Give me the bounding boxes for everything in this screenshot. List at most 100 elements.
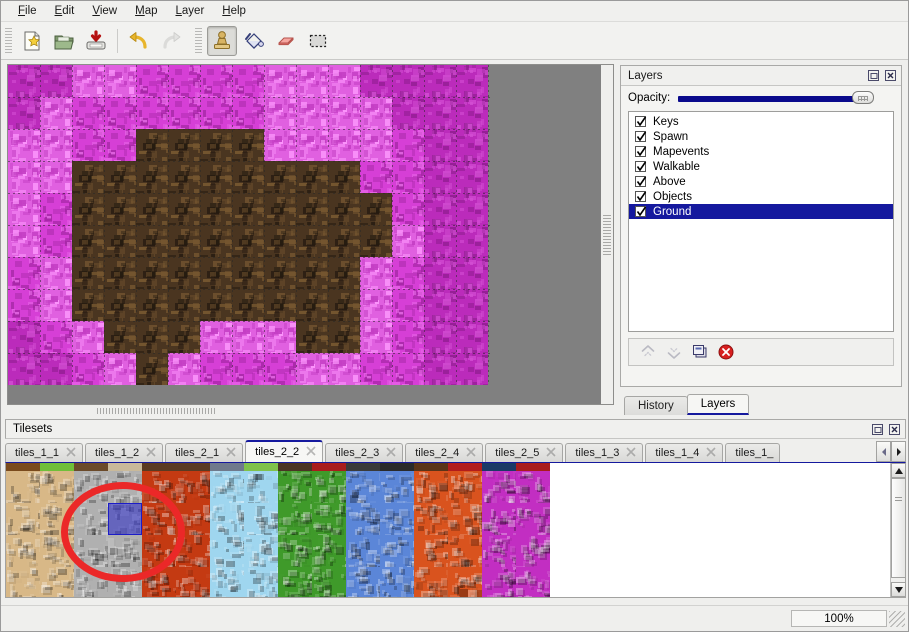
- map-tile[interactable]: [72, 257, 104, 289]
- map-tile[interactable]: [40, 65, 72, 97]
- map-tile[interactable]: [72, 225, 104, 257]
- resize-grip-icon[interactable]: [889, 610, 905, 627]
- map-tile[interactable]: [424, 65, 456, 97]
- map-tile[interactable]: [328, 129, 360, 161]
- layer-visibility-checkbox[interactable]: [635, 176, 647, 187]
- map-tile[interactable]: [72, 321, 104, 353]
- map-tile[interactable]: [328, 65, 360, 97]
- layer-visibility-checkbox[interactable]: [635, 131, 647, 142]
- map-tile[interactable]: [104, 129, 136, 161]
- map-tile[interactable]: [104, 193, 136, 225]
- map-tile[interactable]: [8, 321, 40, 353]
- palette-tile[interactable]: [482, 463, 516, 471]
- palette-tile[interactable]: [210, 535, 244, 567]
- palette-tile[interactable]: [6, 471, 40, 503]
- palette-tile[interactable]: [40, 463, 74, 471]
- map-tile[interactable]: [168, 193, 200, 225]
- layer-row[interactable]: Ground: [629, 204, 893, 219]
- map-tile[interactable]: [200, 225, 232, 257]
- map-tile[interactable]: [360, 225, 392, 257]
- palette-tile[interactable]: [312, 503, 346, 535]
- palette-tile[interactable]: [74, 463, 108, 471]
- palette-tile[interactable]: [448, 503, 482, 535]
- map-tile[interactable]: [136, 225, 168, 257]
- map-tile[interactable]: [296, 161, 328, 193]
- map-tile[interactable]: [360, 97, 392, 129]
- map-tile[interactable]: [40, 257, 72, 289]
- map-tile[interactable]: [424, 97, 456, 129]
- palette-tile[interactable]: [244, 535, 278, 567]
- map-tile[interactable]: [296, 321, 328, 353]
- map-tile[interactable]: [424, 129, 456, 161]
- layer-visibility-checkbox[interactable]: [635, 206, 647, 217]
- map-tile[interactable]: [456, 129, 488, 161]
- map-tile[interactable]: [296, 97, 328, 129]
- palette-tile[interactable]: [210, 471, 244, 503]
- map-tile[interactable]: [392, 321, 424, 353]
- map-tile[interactable]: [40, 161, 72, 193]
- map-tile[interactable]: [104, 65, 136, 97]
- map-tile[interactable]: [264, 225, 296, 257]
- tileset-tab-close-icon[interactable]: [66, 446, 76, 460]
- menu-item-file[interactable]: File: [18, 5, 37, 17]
- map-tile[interactable]: [296, 289, 328, 321]
- layer-visibility-checkbox[interactable]: [635, 161, 647, 172]
- map-tile[interactable]: [392, 97, 424, 129]
- map-tile[interactable]: [8, 65, 40, 97]
- palette-tile[interactable]: [312, 463, 346, 471]
- map-tile[interactable]: [72, 65, 104, 97]
- map-tile[interactable]: [232, 97, 264, 129]
- palette-tile[interactable]: [6, 503, 40, 535]
- map-tile[interactable]: [424, 321, 456, 353]
- palette-tile[interactable]: [176, 567, 210, 597]
- palette-tile[interactable]: [482, 535, 516, 567]
- palette-tile[interactable]: [448, 535, 482, 567]
- map-tile[interactable]: [296, 129, 328, 161]
- map-tile[interactable]: [424, 225, 456, 257]
- map-tile[interactable]: [360, 321, 392, 353]
- palette-tile[interactable]: [414, 535, 448, 567]
- map-tile[interactable]: [168, 289, 200, 321]
- map-tile[interactable]: [456, 353, 488, 385]
- map-tile[interactable]: [168, 65, 200, 97]
- map-tile[interactable]: [136, 353, 168, 385]
- map-tile[interactable]: [264, 161, 296, 193]
- tileset-tab-tiles_1_4[interactable]: tiles_1_4: [645, 443, 724, 462]
- palette-tile[interactable]: [414, 471, 448, 503]
- map-tile[interactable]: [328, 161, 360, 193]
- map-tile[interactable]: [264, 65, 296, 97]
- palette-tile[interactable]: [210, 567, 244, 597]
- menu-item-edit[interactable]: Edit: [54, 5, 75, 17]
- map-tile[interactable]: [40, 193, 72, 225]
- tileset-tab-close-icon[interactable]: [306, 445, 316, 459]
- map-tile[interactable]: [136, 257, 168, 289]
- tileset-tab-tiles_2_4[interactable]: tiles_2_4: [405, 443, 484, 462]
- bucket-fill-tool-icon[interactable]: [239, 26, 269, 56]
- palette-tile[interactable]: [244, 567, 278, 597]
- map-tile[interactable]: [168, 257, 200, 289]
- map-tile[interactable]: [8, 129, 40, 161]
- map-tile[interactable]: [296, 257, 328, 289]
- map-tile[interactable]: [456, 97, 488, 129]
- tileset-tab-close-icon[interactable]: [706, 446, 716, 460]
- palette-tile[interactable]: [448, 567, 482, 597]
- delete-layer-button[interactable]: [713, 340, 739, 364]
- map-tile[interactable]: [296, 65, 328, 97]
- tileset-tab-tiles_1_1[interactable]: tiles_1_1: [5, 443, 84, 462]
- map-tile[interactable]: [264, 129, 296, 161]
- palette-tile[interactable]: [312, 535, 346, 567]
- map-tile[interactable]: [328, 289, 360, 321]
- map-tile[interactable]: [328, 225, 360, 257]
- tileset-tab-close-icon[interactable]: [466, 446, 476, 460]
- map-tile[interactable]: [232, 225, 264, 257]
- eraser-tool-icon[interactable]: [271, 26, 301, 56]
- map-tile[interactable]: [200, 193, 232, 225]
- dock-tab-layers[interactable]: Layers: [686, 394, 750, 415]
- palette-tile[interactable]: [448, 471, 482, 503]
- map-tile[interactable]: [104, 161, 136, 193]
- close-icon[interactable]: [887, 422, 901, 436]
- map-tile[interactable]: [392, 257, 424, 289]
- palette-tile[interactable]: [210, 503, 244, 535]
- map-tile[interactable]: [200, 257, 232, 289]
- map-tile[interactable]: [360, 353, 392, 385]
